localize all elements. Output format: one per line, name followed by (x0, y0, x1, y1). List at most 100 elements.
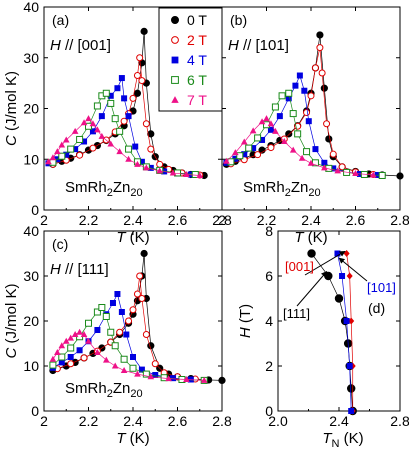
data-point (370, 171, 377, 178)
series-line (230, 47, 374, 175)
legend-marker (171, 15, 180, 24)
panel-3: 2 2.2 2.4 2.6 2.8 0 10 20 30 40 (c) H // [111] SmRh2… (3, 223, 232, 447)
field-direction-label: H // [101] (228, 37, 289, 54)
data-point (323, 120, 331, 128)
y-tick-label: 40 (23, 0, 39, 15)
data-point (116, 127, 124, 135)
data-point (245, 144, 253, 152)
data-point (62, 337, 70, 344)
data-point (54, 148, 61, 155)
data-point (136, 54, 144, 62)
data-point (250, 145, 257, 152)
data-point (285, 95, 292, 102)
x-tick-label: 2 (40, 212, 48, 228)
data-point (120, 367, 128, 373)
data-point (67, 360, 75, 368)
data-point (94, 327, 101, 333)
data-point (107, 92, 114, 99)
series-7t (223, 115, 377, 178)
data-point (334, 167, 341, 174)
data-point (138, 295, 146, 302)
data-point (254, 134, 262, 142)
y-tick-label: 20 (23, 101, 39, 117)
data-point (267, 126, 274, 133)
data-point (130, 354, 136, 360)
data-point (45, 158, 52, 165)
data-point (311, 64, 319, 72)
data-point (125, 155, 132, 162)
data-point (111, 362, 119, 369)
series-7t (45, 115, 204, 178)
y-tick-label: 6 (265, 268, 273, 284)
y-axis-title: C (J/mol K) (3, 71, 20, 146)
data-point (276, 113, 283, 120)
data-point (85, 122, 92, 130)
data-point (294, 130, 302, 138)
data-point (58, 152, 66, 160)
x-tick-label: 2.2 (257, 212, 277, 228)
direction-label: [111] (283, 306, 310, 321)
panel-label: (a) (52, 12, 69, 28)
data-point (116, 148, 123, 155)
panel-4: 2.0 2.4 2.8 0 2 4 6 8 (d) H (T) TN (K) [001] [101] [1… (237, 223, 409, 450)
annotation-arrow (304, 250, 346, 276)
legend-label: 2 T (187, 32, 207, 48)
data-point (125, 317, 133, 325)
data-point (54, 349, 61, 355)
y-tick-label: 30 (23, 268, 39, 284)
data-point (278, 92, 286, 100)
series-6t (49, 304, 208, 384)
x-tick-label: 2.8 (212, 413, 232, 429)
data-point (316, 44, 324, 52)
data-point (147, 373, 155, 380)
data-point (72, 146, 79, 153)
data-point (249, 127, 257, 134)
series-line (52, 331, 205, 381)
data-point (120, 117, 128, 125)
legend-label: 4 T (187, 52, 207, 68)
data-point (67, 334, 74, 341)
data-point (312, 146, 319, 153)
y-tick-label: 0 (31, 202, 39, 218)
data-point (93, 308, 101, 316)
data-point (346, 272, 353, 280)
data-point (125, 113, 132, 120)
data-point (289, 110, 297, 118)
series-line (52, 306, 205, 381)
data-point (138, 158, 145, 165)
y-tick-label: 10 (23, 358, 39, 374)
x-tick-label: 2.8 (212, 212, 232, 228)
x-tick-label: 2.4 (301, 212, 321, 228)
data-point (343, 318, 350, 324)
data-point (94, 126, 101, 133)
data-point (58, 141, 66, 148)
data-point (267, 144, 275, 152)
y-tick-label: 8 (265, 223, 273, 239)
data-point (134, 370, 141, 377)
field-direction-label: H // [001] (50, 37, 111, 54)
y-axis-title: C (J/mol K) (3, 283, 20, 358)
data-point (271, 103, 279, 111)
data-point (272, 127, 279, 134)
compound-label: SmRh2Zn20 (65, 380, 143, 400)
compound-label: SmRh2Zn20 (65, 179, 143, 199)
data-point (136, 272, 144, 280)
data-point (133, 72, 141, 80)
data-point (339, 273, 346, 279)
x-tick-label: 2.4 (329, 413, 349, 429)
data-point (63, 151, 70, 158)
data-point (307, 92, 315, 100)
data-point (85, 319, 92, 327)
data-point (191, 170, 199, 178)
y-tick-label: 30 (23, 50, 39, 66)
data-point (325, 135, 333, 143)
data-point (346, 363, 353, 369)
data-point (232, 149, 239, 156)
data-point (218, 376, 226, 385)
data-point (107, 140, 115, 147)
data-point (292, 82, 299, 89)
data-point (49, 355, 57, 362)
data-point (170, 375, 177, 382)
data-point (116, 328, 124, 336)
